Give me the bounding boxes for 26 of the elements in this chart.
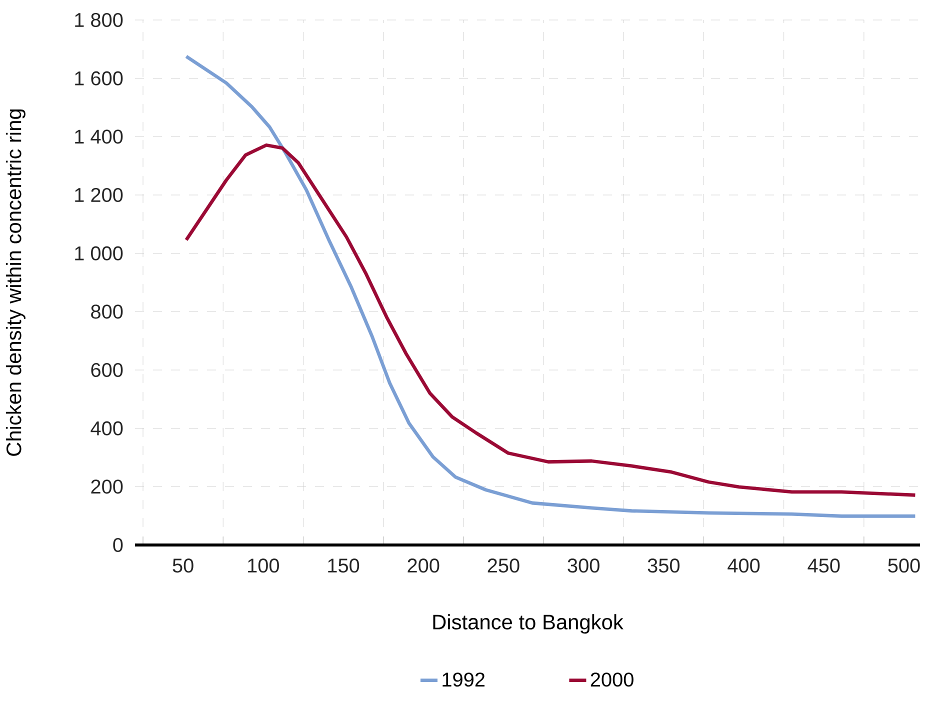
y-tick-label: 600 (91, 362, 123, 378)
y-tick-label: 0 (113, 538, 123, 552)
y-tick-label: 1 400 (75, 130, 123, 144)
y-tick-label: 400 (90, 421, 123, 436)
x-tick-label: 300 (568, 558, 600, 573)
y-tick-label: 800 (91, 304, 123, 319)
y-tick-label: 1 800 (75, 12, 123, 28)
y-tick-label: 1 000 (75, 246, 123, 260)
x-tick-label: 500 (888, 558, 920, 573)
legend-label: 1992 (442, 672, 484, 687)
y-tick-label: 1 200 (75, 188, 123, 202)
line-series (184, 143, 917, 497)
x-axis-title: Distance to Bangkok (433, 614, 624, 634)
line-series (184, 54, 917, 518)
y-tick-label: 200 (91, 480, 123, 494)
x-tick-label: 450 (808, 558, 840, 573)
x-tick-label: 350 (648, 558, 680, 573)
x-tick-label: 400 (728, 558, 760, 573)
y-axis-title: Chicken density within concentric ring (6, 109, 26, 456)
x-tick-label: 150 (328, 558, 360, 573)
x-tick-label: 100 (248, 558, 279, 573)
y-tick-label: 1 600 (75, 71, 123, 86)
x-tick-label: 50 (172, 558, 194, 573)
x-tick-label: 200 (408, 558, 440, 573)
x-tick-label: 250 (488, 558, 520, 573)
legend-label: 2000 (590, 672, 634, 687)
